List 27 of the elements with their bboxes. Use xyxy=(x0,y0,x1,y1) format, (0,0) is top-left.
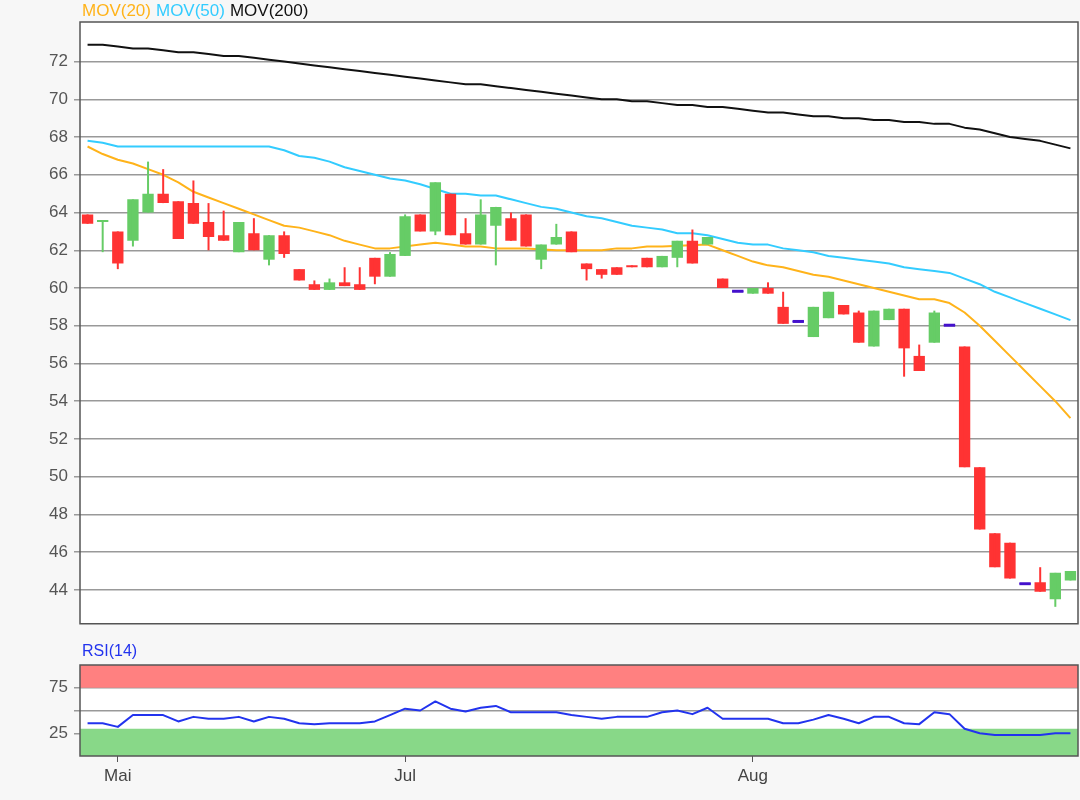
y-tick-label: 44 xyxy=(49,579,68,599)
y-tick-label: 66 xyxy=(49,164,68,184)
y-tick-label: 64 xyxy=(49,202,68,222)
x-tick-label: Aug xyxy=(737,765,769,785)
y-tick-label: 25 xyxy=(49,722,68,742)
x-tick-label: Jul xyxy=(394,765,416,785)
text: MOV(200) xyxy=(229,1,309,20)
y-tick-label: 50 xyxy=(49,466,68,486)
candlestick xyxy=(263,234,275,267)
y-tick-label: 56 xyxy=(49,353,68,373)
y-tick-label: 58 xyxy=(49,315,68,335)
y-tick-label: 54 xyxy=(49,390,68,410)
y-tick-label: 52 xyxy=(49,428,68,448)
y-tick-label: 48 xyxy=(49,504,68,524)
text: MOV(20) xyxy=(82,1,151,20)
y-tick-label: 60 xyxy=(49,277,68,297)
chart-title: RSI(14) xyxy=(82,642,138,660)
text: MOV(50) xyxy=(155,1,225,20)
y-tick-label: 72 xyxy=(49,51,68,71)
y-tick-label: 70 xyxy=(49,89,68,109)
y-tick-label: 68 xyxy=(49,126,68,146)
x-tick-label: Mai xyxy=(104,765,132,785)
candlestick xyxy=(747,287,759,295)
y-tick-label: 46 xyxy=(49,541,68,561)
candlestick xyxy=(762,281,774,295)
y-tick-label: 75 xyxy=(49,677,68,697)
y-tick-label: 62 xyxy=(49,239,68,259)
